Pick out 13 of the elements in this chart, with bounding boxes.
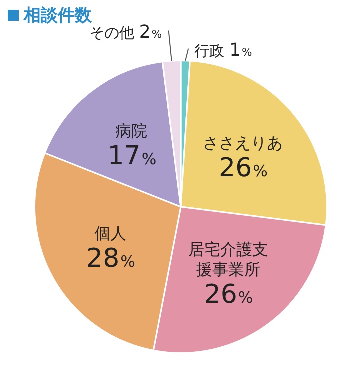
data-label: 2% — [139, 22, 162, 43]
slice-label: 居宅介護支援事業所 — [188, 240, 268, 280]
slice-label: 病院 — [116, 121, 148, 140]
data-label: 28% — [86, 244, 136, 274]
data-label: 26% — [219, 154, 268, 184]
data-label: 1% — [230, 40, 252, 61]
chart-title: 相談件数 — [24, 4, 92, 26]
data-label: 26% — [204, 280, 254, 310]
slice-label: 個人 — [94, 224, 127, 243]
slice-label: ささえりあ — [202, 134, 283, 153]
data-label: 17% — [108, 141, 157, 172]
slice-label: その他 — [89, 24, 134, 42]
slice-label: 行政 — [194, 42, 225, 60]
